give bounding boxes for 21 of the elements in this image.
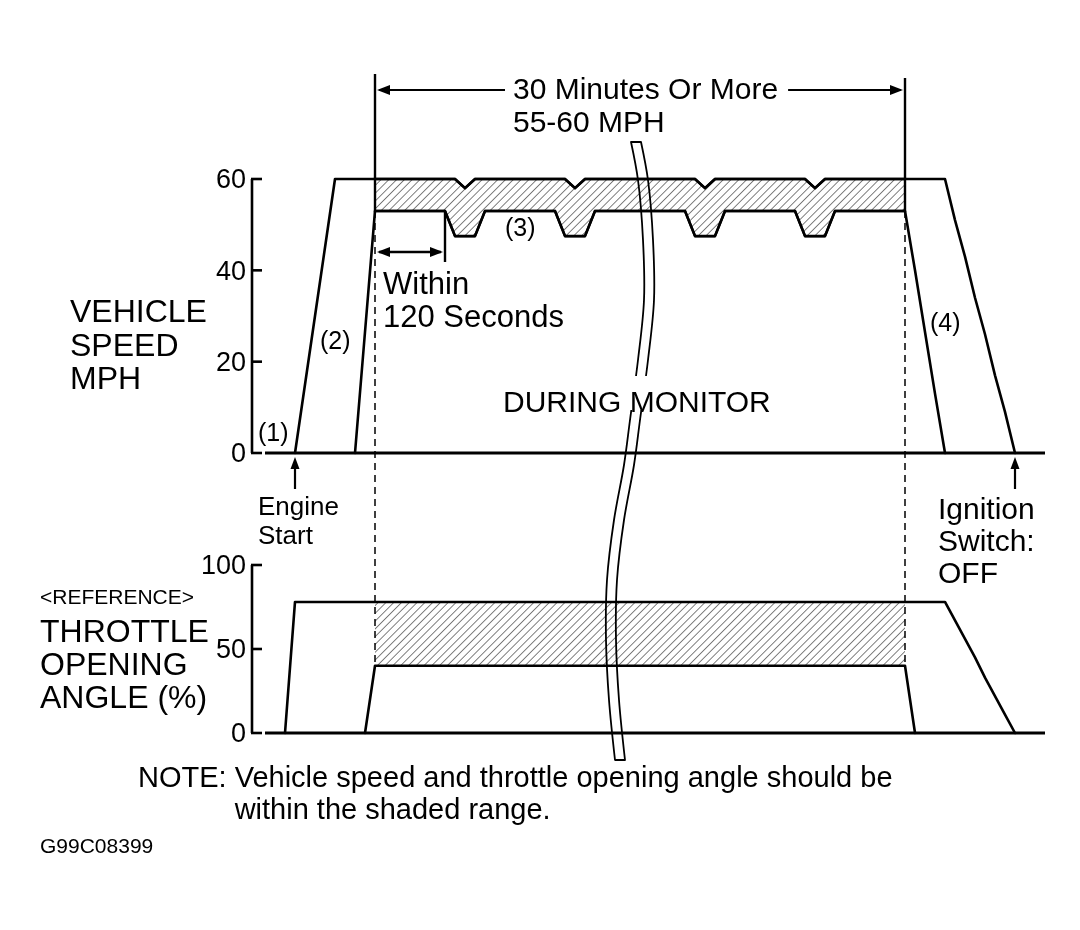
y-tick-label: 100	[200, 550, 246, 581]
text: 30 Minutes Or More	[513, 71, 779, 105]
y-tick-label: 60	[215, 164, 246, 195]
y-axis-title: VEHICLE SPEED MPH	[70, 293, 207, 397]
annotation: Ignition Switch: OFF	[938, 491, 1035, 589]
annotation: DURING MONITOR	[503, 384, 771, 418]
y-tick-label: 20	[215, 347, 246, 378]
y-tick-label: 0	[230, 438, 246, 469]
y-tick-label: 50	[215, 634, 246, 665]
annotation: Within 120 Seconds	[383, 265, 564, 334]
annotation: (4)	[930, 307, 961, 336]
text: G99C08399	[40, 834, 154, 858]
text: Engine Start	[258, 491, 339, 551]
text: 55-60 MPH	[513, 104, 665, 138]
y-tick-label: 0	[230, 718, 246, 749]
y-axis-title: <REFERENCE> THROTTLE OPENING ANGLE (%)	[40, 585, 209, 716]
text: NOTE: Vehicle speed and throttle opening angle should be within the shaded range.	[138, 761, 893, 826]
annotation: (2)	[320, 325, 351, 354]
annotation: (3)	[505, 212, 536, 241]
annotation: (1)	[258, 417, 289, 446]
y-tick-label: 40	[215, 255, 246, 286]
